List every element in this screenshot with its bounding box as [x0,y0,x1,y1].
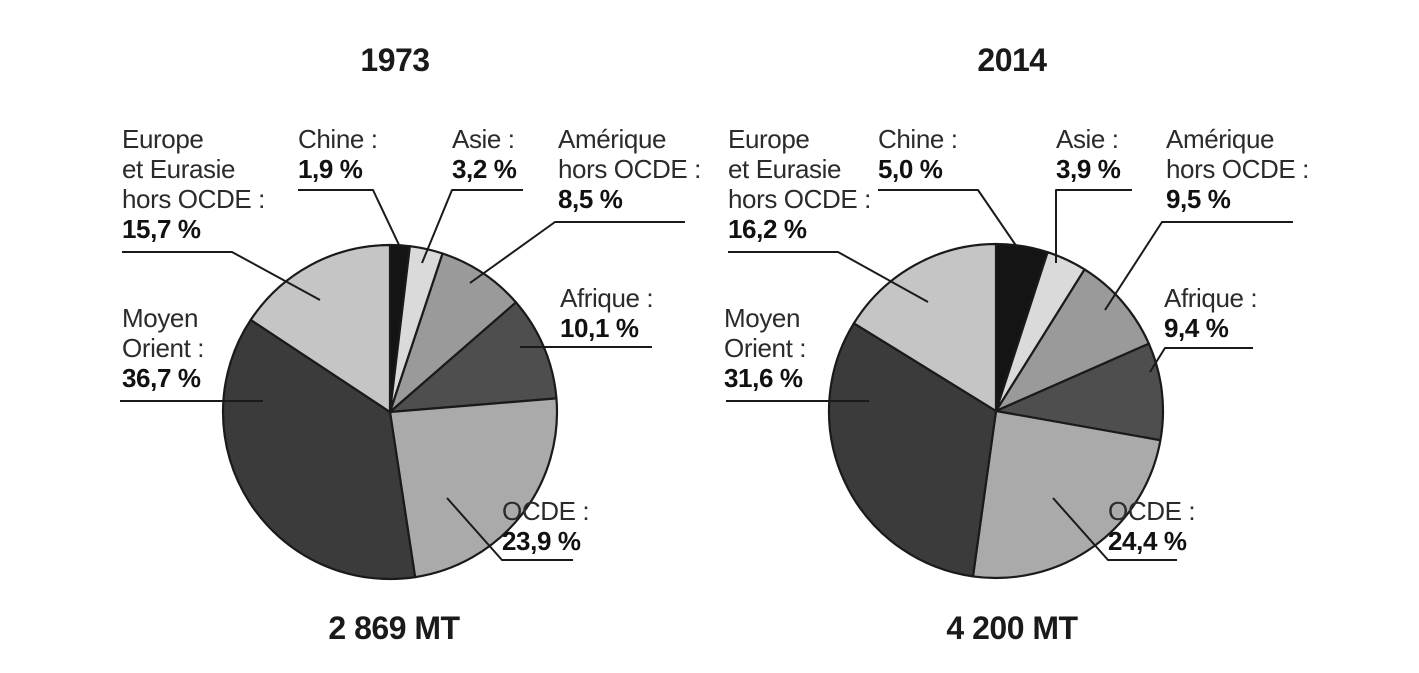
slice-label-line: Amérique [558,124,667,154]
slice-percent-value: 5,0 % [878,154,943,184]
slice-label-2014-chine: Chine :5,0 % [878,124,958,184]
slice-percent-value: 9,5 % [1166,184,1231,214]
pie-slice-2014-moyen-orient [827,322,998,578]
slice-label-line: hors OCDE : [558,154,701,184]
slice-percent-value: 8,5 % [558,184,623,214]
pie-slice-1973-ocde [388,397,559,579]
slice-label-2014-moyen-orient: Moyen Orient :31,6 % [724,303,806,393]
slice-percent-value: 3,2 % [452,154,517,184]
slice-percent-value: 36,7 % [122,363,201,393]
slice-label-line: OCDE : [502,496,590,526]
slice-percent-value: 24,4 % [1108,526,1187,556]
slice-percent-value: 9,4 % [1164,313,1229,343]
slice-percent-value: 3,9 % [1056,154,1121,184]
slice-label-line: Afrique : [560,283,654,313]
slice-percent-value: 31,6 % [724,363,803,393]
slice-label-line: Chine : [298,124,378,154]
slice-label-line: Amérique [1166,124,1275,154]
leader-line-1973-europe-eurasie-hors-ocde [122,251,321,301]
slice-label-1973-chine: Chine :1,9 % [298,124,378,184]
pie-slice-2014-afrique [994,342,1165,442]
slice-percent-value: 16,2 % [728,214,807,244]
slice-percent-value: 23,9 % [502,526,581,556]
pie-slice-2014-amerique-hors-ocde [994,268,1150,413]
slice-label-line: Europe [728,124,810,154]
slice-label-1973-moyen-orient: Moyen Orient :36,7 % [122,303,204,393]
slice-label-1973-afrique: Afrique :10,1 % [560,283,654,343]
slice-label-2014-europe-eurasie-hors-ocde: Europe et Eurasie hors OCDE :16,2 % [728,124,871,244]
slice-label-line: hors OCDE : [1166,154,1309,184]
leader-line-2014-chine [878,189,1018,248]
slice-percent-value: 15,7 % [122,214,201,244]
leader-line-2014-afrique [1149,347,1253,373]
chart-total-2014: 4 200 MT [946,610,1078,646]
leader-line-1973-chine [298,189,401,248]
slice-label-line: Europe [122,124,204,154]
slice-percent-value: 1,9 % [298,154,363,184]
slice-label-1973-asie: Asie :3,2 % [452,124,517,184]
slice-label-1973-amerique-hors-ocde: Amérique hors OCDE :8,5 % [558,124,701,214]
leader-line-2014-asie [1055,189,1132,263]
leader-line-2014-ocde [1052,497,1177,561]
chart-total-1973: 2 869 MT [328,610,460,646]
leader-line-2014-europe-eurasie-hors-ocde [728,251,929,303]
slice-label-line: Asie : [452,124,515,154]
slice-label-line: Afrique : [1164,283,1258,313]
slice-label-line: et Eurasie [728,154,842,184]
pie-slice-2014-ocde [971,409,1162,580]
slice-label-line: et Eurasie [122,154,236,184]
slice-label-2014-asie: Asie :3,9 % [1056,124,1121,184]
leader-line-1973-asie [421,189,523,264]
slice-label-line: Moyen [724,303,801,333]
leader-line-1973-amerique-hors-ocde [469,221,685,284]
slice-label-line: Orient : [122,333,205,363]
pie-slice-1973-moyen-orient [221,318,417,581]
slice-label-1973-ocde: OCDE :23,9 % [502,496,590,556]
slice-label-line: hors OCDE : [728,184,871,214]
slice-label-1973-europe-eurasie-hors-ocde: Europe et Eurasie hors OCDE :15,7 % [122,124,265,244]
slice-percent-value: 10,1 % [560,313,639,343]
pie-slice-2014-europe-eurasie-hors-ocde [852,242,998,413]
slice-label-line: OCDE : [1108,496,1196,526]
pie-slice-1973-europe-eurasie-hors-ocde [249,243,392,414]
slice-label-2014-afrique: Afrique :9,4 % [1164,283,1258,343]
slice-label-line: Asie : [1056,124,1119,154]
slice-label-line: Moyen [122,303,199,333]
leader-line-1973-ocde [446,497,573,561]
slice-label-2014-amerique-hors-ocde: Amérique hors OCDE :9,5 % [1166,124,1309,214]
slice-label-line: Chine : [878,124,958,154]
slice-label-line: hors OCDE : [122,184,265,214]
slice-label-line: Orient : [724,333,807,363]
chart-title-1973: 1973 [360,42,430,78]
chart-title-2014: 2014 [977,42,1047,78]
slice-label-2014-ocde: OCDE :24,4 % [1108,496,1196,556]
leader-line-2014-amerique-hors-ocde [1104,221,1293,311]
